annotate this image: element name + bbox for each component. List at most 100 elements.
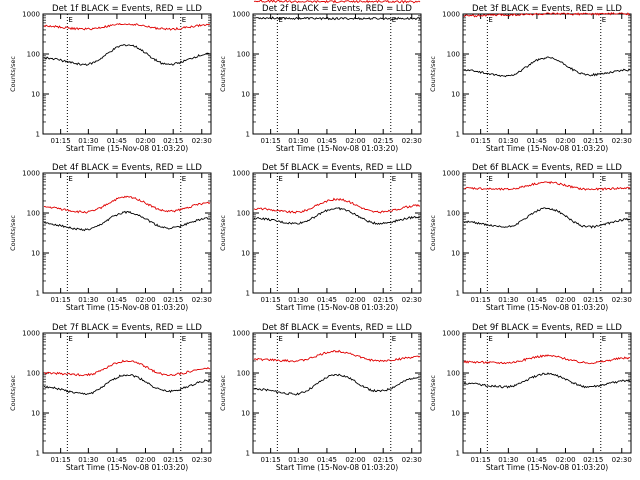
x-tick-label: 01:30 (498, 137, 518, 145)
panel-title: Det 8f BLACK = Events, RED = LLD (262, 323, 412, 333)
panel-det-8: Det 8f BLACK = Events, RED = LLD 1 10 100 10… (219, 323, 422, 472)
red-series-line (43, 195, 211, 214)
x-tick-label: 01:45 (107, 296, 127, 304)
marker-label: E (602, 175, 606, 183)
y-tick-label: 1000 (22, 330, 40, 338)
y-tick-label: 10 (241, 91, 250, 99)
y-tick-label: 100 (237, 51, 250, 59)
black-series-line (43, 374, 211, 395)
x-tick-label: 01:15 (51, 137, 71, 145)
panel-det-5: Det 5f BLACK = Events, RED = LLD 1 10 100 10… (219, 163, 422, 312)
black-series-line (253, 206, 421, 225)
y-tick-label: 1 (246, 450, 250, 458)
panel-title: Det 7f BLACK = Events, RED = LLD (52, 323, 202, 333)
y-tick-label: 1000 (232, 11, 250, 19)
x-tick-label: 01:45 (527, 456, 547, 464)
x-tick-label: 01:30 (78, 137, 98, 145)
x-tick-label: 01:15 (261, 296, 281, 304)
x-tick-label: 02:15 (163, 296, 183, 304)
y-tick-label: 100 (237, 370, 250, 378)
x-tick-label: 02:00 (555, 137, 575, 145)
plot-frame (462, 332, 632, 454)
black-series-line (254, 16, 421, 21)
panel-det-3: Det 3f BLACK = Events, RED = LLD 1 10 100 10… (429, 4, 632, 153)
x-tick-label: 02:15 (583, 296, 603, 304)
x-tick-label: 01:45 (317, 296, 337, 304)
y-axis-label: Counts/sec (219, 375, 227, 411)
panel-det-1: Det 1f BLACK = Events, RED = LLD 1 10 100 10… (9, 4, 212, 153)
plot-frame (252, 13, 422, 135)
panel-title: Det 6f BLACK = Events, RED = LLD (472, 163, 622, 173)
x-tick-label: 02:30 (402, 456, 422, 464)
x-tick-label: 02:30 (402, 296, 422, 304)
x-tick-label: 01:30 (498, 296, 518, 304)
y-tick-label: 1 (36, 450, 40, 458)
x-tick-label: 02:00 (345, 296, 365, 304)
y-tick-label: 10 (31, 250, 40, 258)
panel-title: Det 2f BLACK = Events, RED = LLD (262, 4, 412, 14)
y-tick-label: 1000 (232, 330, 250, 338)
x-tick-label: 02:15 (583, 137, 603, 145)
y-tick-label: 1 (246, 290, 250, 298)
x-tick-label: 02:15 (163, 137, 183, 145)
y-tick-label: 1 (456, 450, 460, 458)
x-tick-label: 02:30 (192, 137, 212, 145)
y-axis-label: Counts/sec (429, 215, 437, 251)
marker-label: E (392, 175, 396, 183)
x-tick-label: 02:00 (135, 296, 155, 304)
marker-label: E (68, 175, 72, 183)
y-axis-label: Counts/sec (219, 215, 227, 251)
y-tick-label: 100 (27, 51, 40, 59)
marker-label: E (68, 16, 72, 24)
y-tick-label: 1000 (442, 330, 460, 338)
red-series-line (463, 354, 631, 365)
y-tick-label: 1 (456, 290, 460, 298)
red-series-line (253, 349, 421, 363)
black-series-line (43, 44, 211, 66)
panel-det-6: Det 6f BLACK = Events, RED = LLD 1 10 100 10… (429, 163, 632, 312)
panel-det-9: Det 9f BLACK = Events, RED = LLD 1 10 100 10… (429, 323, 632, 472)
x-tick-label: 02:15 (373, 296, 393, 304)
panel-title: Det 9f BLACK = Events, RED = LLD (472, 323, 622, 333)
y-tick-label: 100 (27, 370, 40, 378)
black-series-line (253, 373, 421, 396)
y-tick-label: 100 (237, 210, 250, 218)
panel-title: Det 4f BLACK = Events, RED = LLD (52, 163, 202, 173)
y-tick-label: 1 (36, 131, 40, 139)
marker-label: E (182, 175, 186, 183)
black-series-line (463, 56, 631, 78)
x-tick-label: 01:45 (317, 456, 337, 464)
y-tick-label: 10 (31, 91, 40, 99)
panel-det-2: Det 2f BLACK = Events, RED = LLD 1 10 100 10… (219, 0, 422, 153)
red-series-line (463, 181, 631, 191)
panel-title: Det 3f BLACK = Events, RED = LLD (472, 4, 622, 14)
plot-frame (252, 332, 422, 454)
y-tick-label: 100 (447, 51, 460, 59)
x-tick-label: 02:00 (135, 456, 155, 464)
x-axis-label: Start Time (15-Nov-08 01:03:20) (276, 144, 398, 153)
y-axis-label: Counts/sec (9, 375, 17, 411)
x-tick-label: 02:15 (583, 456, 603, 464)
x-tick-label: 02:15 (373, 137, 393, 145)
y-tick-label: 1 (36, 290, 40, 298)
plot-frame (42, 13, 212, 135)
panel-title: Det 5f BLACK = Events, RED = LLD (262, 163, 412, 173)
x-tick-label: 01:15 (471, 296, 491, 304)
x-tick-label: 02:00 (345, 137, 365, 145)
plot-frame (252, 172, 422, 294)
x-tick-label: 02:00 (135, 137, 155, 145)
x-tick-label: 02:30 (612, 296, 632, 304)
x-axis-label: Start Time (15-Nov-08 01:03:20) (66, 463, 188, 472)
x-tick-label: 01:45 (107, 137, 127, 145)
x-tick-label: 02:30 (612, 456, 632, 464)
y-tick-label: 10 (31, 410, 40, 418)
y-tick-label: 1000 (22, 170, 40, 178)
marker-label: E (488, 175, 492, 183)
y-tick-label: 1000 (442, 11, 460, 19)
y-tick-label: 10 (451, 250, 460, 258)
y-tick-label: 1000 (442, 170, 460, 178)
marker-label: E (488, 16, 492, 24)
x-tick-label: 01:45 (527, 137, 547, 145)
x-tick-label: 01:30 (498, 456, 518, 464)
x-tick-label: 01:15 (51, 296, 71, 304)
